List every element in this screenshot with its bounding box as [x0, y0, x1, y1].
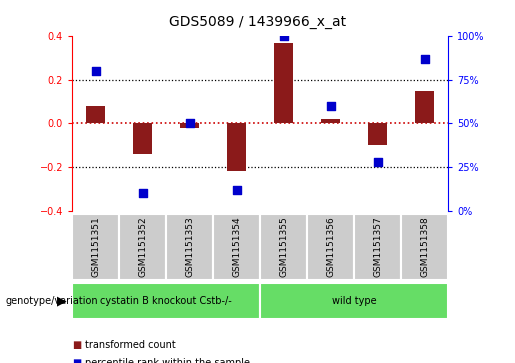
- Text: GDS5089 / 1439966_x_at: GDS5089 / 1439966_x_at: [169, 15, 346, 29]
- Bar: [321, 119, 340, 123]
- Text: GSM1151353: GSM1151353: [185, 216, 194, 277]
- Text: transformed count: transformed count: [85, 340, 176, 350]
- Text: ■: ■: [72, 358, 81, 363]
- Text: wild type: wild type: [332, 296, 376, 306]
- Text: cystatin B knockout Cstb-/-: cystatin B knockout Cstb-/-: [100, 296, 232, 306]
- Bar: [260, 283, 448, 319]
- Text: percentile rank within the sample: percentile rank within the sample: [85, 358, 250, 363]
- Bar: [415, 91, 434, 123]
- Text: GSM1151358: GSM1151358: [420, 216, 429, 277]
- Point: [373, 159, 382, 165]
- Bar: [401, 214, 448, 280]
- Bar: [260, 214, 307, 280]
- Bar: [227, 123, 246, 171]
- Point: [92, 68, 100, 74]
- Bar: [86, 106, 105, 123]
- Bar: [72, 283, 260, 319]
- Text: GSM1151351: GSM1151351: [91, 216, 100, 277]
- Bar: [274, 43, 293, 123]
- Bar: [213, 214, 260, 280]
- Bar: [119, 214, 166, 280]
- Text: GSM1151356: GSM1151356: [326, 216, 335, 277]
- Point: [420, 56, 428, 62]
- Text: ▶: ▶: [57, 295, 67, 308]
- Bar: [368, 123, 387, 145]
- Bar: [180, 123, 199, 128]
- Text: GSM1151354: GSM1151354: [232, 216, 241, 277]
- Text: ■: ■: [72, 340, 81, 350]
- Bar: [72, 214, 119, 280]
- Text: GSM1151357: GSM1151357: [373, 216, 382, 277]
- Point: [327, 103, 335, 109]
- Point: [280, 33, 288, 39]
- Text: GSM1151352: GSM1151352: [138, 216, 147, 277]
- Bar: [166, 214, 213, 280]
- Bar: [354, 214, 401, 280]
- Bar: [133, 123, 152, 154]
- Text: GSM1151355: GSM1151355: [279, 216, 288, 277]
- Bar: [307, 214, 354, 280]
- Point: [185, 121, 194, 126]
- Point: [139, 190, 147, 196]
- Point: [232, 187, 241, 192]
- Text: genotype/variation: genotype/variation: [5, 296, 98, 306]
